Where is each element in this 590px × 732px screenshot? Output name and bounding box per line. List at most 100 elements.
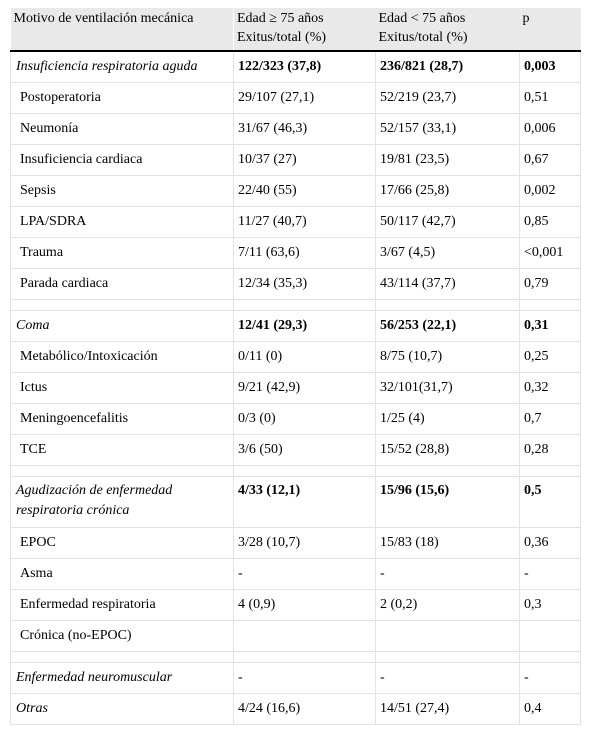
cell-lt75: 56/253 (22,1) [375, 309, 520, 341]
header-age-ge75: Edad ≥ 75 años Exitus/total (%) [233, 8, 376, 52]
table-row: EPOC 3/28 (10,7) 15/83 (18) 0,36 [10, 526, 581, 558]
cell-p: 0,003 [519, 50, 581, 82]
header-p: p [519, 8, 581, 52]
cell-p: 0,006 [519, 112, 581, 144]
category-label: Otras [10, 692, 234, 725]
cell-p: 0,7 [519, 402, 581, 434]
cell-ge75: - [233, 661, 376, 693]
row-label: Trauma [10, 236, 234, 268]
cell-p [519, 619, 581, 651]
spacer-row [10, 650, 581, 662]
table-row: Enfermedad respiratoria 4 (0,9) 2 (0,2) … [10, 588, 581, 620]
cell-p: 0,002 [519, 174, 581, 206]
row-label: EPOC [10, 526, 234, 558]
cell-ge75: 22/40 (55) [233, 174, 376, 206]
cell-ge75 [233, 619, 376, 651]
cell-ge75: 29/107 (27,1) [233, 81, 376, 113]
table-row: Crónica (no-EPOC) [10, 619, 581, 651]
cell-lt75: - [375, 661, 520, 693]
category-label: Enfermedad neuromuscular [10, 661, 234, 693]
row-label: TCE [10, 433, 234, 465]
cell-p: <0,001 [519, 236, 581, 268]
cell-ge75: 122/323 (37,8) [233, 50, 376, 82]
cell-p: 0,85 [519, 205, 581, 237]
row-label: Crónica (no-EPOC) [10, 619, 234, 651]
cell-ge75: 4/33 (12,1) [233, 475, 376, 527]
row-label: Metabólico/Intoxicación [10, 340, 234, 372]
category-label: Insuficiencia respiratoria aguda [10, 50, 234, 82]
cell-lt75: 52/219 (23,7) [375, 81, 520, 113]
table-row: Neumonía 31/67 (46,3) 52/157 (33,1) 0,00… [10, 112, 581, 144]
cell-p: 0,4 [519, 692, 581, 725]
cell-ge75: 0/3 (0) [233, 402, 376, 434]
cell-ge75: 3/28 (10,7) [233, 526, 376, 558]
cell-p: 0,3 [519, 588, 581, 620]
cell-p: 0,28 [519, 433, 581, 465]
cell-lt75: 52/157 (33,1) [375, 112, 520, 144]
cell-lt75: 3/67 (4,5) [375, 236, 520, 268]
table-row: Meningoencefalitis 0/3 (0) 1/25 (4) 0,7 [10, 402, 581, 434]
cell-ge75: 10/37 (27) [233, 143, 376, 175]
cell-p: 0,31 [519, 309, 581, 341]
cell-lt75: 43/114 (37,7) [375, 267, 520, 299]
cell-p: - [519, 557, 581, 589]
category-row: Otras 4/24 (16,6) 14/51 (27,4) 0,4 [10, 692, 581, 725]
cell-ge75: 11/27 (40,7) [233, 205, 376, 237]
row-label: Asma [10, 557, 234, 589]
table-row: Parada cardiaca 12/34 (35,3) 43/114 (37,… [10, 267, 581, 299]
table-row: LPA/SDRA 11/27 (40,7) 50/117 (42,7) 0,85 [10, 205, 581, 237]
row-label: Ictus [10, 371, 234, 403]
cell-lt75: 32/101(31,7) [375, 371, 520, 403]
row-label: Parada cardiaca [10, 267, 234, 299]
cell-p: 0,32 [519, 371, 581, 403]
cell-ge75: 3/6 (50) [233, 433, 376, 465]
row-label: Insuficiencia cardiaca [10, 143, 234, 175]
table-row: Trauma 7/11 (63,6) 3/67 (4,5) <0,001 [10, 236, 581, 268]
table-row: Insuficiencia cardiaca 10/37 (27) 19/81 … [10, 143, 581, 175]
table-row: Ictus 9/21 (42,9) 32/101(31,7) 0,32 [10, 371, 581, 403]
row-label: Sepsis [10, 174, 234, 206]
cell-p: 0,5 [519, 475, 581, 527]
category-row: Coma 12/41 (29,3) 56/253 (22,1) 0,31 [10, 309, 581, 341]
cell-ge75: 12/34 (35,3) [233, 267, 376, 299]
cell-lt75: 1/25 (4) [375, 402, 520, 434]
table-row: TCE 3/6 (50) 15/52 (28,8) 0,28 [10, 433, 581, 465]
header-age-lt75: Edad < 75 años Exitus/total (%) [375, 8, 520, 52]
cell-p: 0,36 [519, 526, 581, 558]
table-row: Sepsis 22/40 (55) 17/66 (25,8) 0,002 [10, 174, 581, 206]
cell-ge75: 9/21 (42,9) [233, 371, 376, 403]
row-label: Enfermedad respiratoria [10, 588, 234, 620]
cell-lt75: 17/66 (25,8) [375, 174, 520, 206]
cell-lt75 [375, 619, 520, 651]
cell-p: 0,67 [519, 143, 581, 175]
spacer-row [10, 464, 581, 476]
table-row: Asma - - - [10, 557, 581, 589]
category-row: Enfermedad neuromuscular - - - [10, 661, 581, 693]
cell-lt75: - [375, 557, 520, 589]
cell-ge75: - [233, 557, 376, 589]
cell-lt75: 14/51 (27,4) [375, 692, 520, 725]
cell-lt75: 19/81 (23,5) [375, 143, 520, 175]
cell-ge75: 31/67 (46,3) [233, 112, 376, 144]
cell-lt75: 8/75 (10,7) [375, 340, 520, 372]
category-row: Agudización de enfermedad respiratoria c… [10, 475, 581, 527]
cell-ge75: 7/11 (63,6) [233, 236, 376, 268]
header-row: Motivo de ventilación mecánica Edad ≥ 75… [10, 8, 581, 52]
cell-lt75: 15/52 (28,8) [375, 433, 520, 465]
cell-p: 0,25 [519, 340, 581, 372]
cell-p: 0,51 [519, 81, 581, 113]
table-row: Postoperatoria 29/107 (27,1) 52/219 (23,… [10, 81, 581, 113]
cell-p: - [519, 661, 581, 693]
table-row: Metabólico/Intoxicación 0/11 (0) 8/75 (1… [10, 340, 581, 372]
cell-ge75: 4/24 (16,6) [233, 692, 376, 725]
cell-lt75: 15/96 (15,6) [375, 475, 520, 527]
cell-lt75: 2 (0,2) [375, 588, 520, 620]
cell-lt75: 236/821 (28,7) [375, 50, 520, 82]
category-row: Insuficiencia respiratoria aguda 122/323… [10, 50, 581, 82]
cell-lt75: 15/83 (18) [375, 526, 520, 558]
row-label: Neumonía [10, 112, 234, 144]
cell-ge75: 0/11 (0) [233, 340, 376, 372]
row-label: Meningoencefalitis [10, 402, 234, 434]
category-label: Agudización de enfermedad respiratoria c… [10, 475, 234, 527]
row-label: LPA/SDRA [10, 205, 234, 237]
